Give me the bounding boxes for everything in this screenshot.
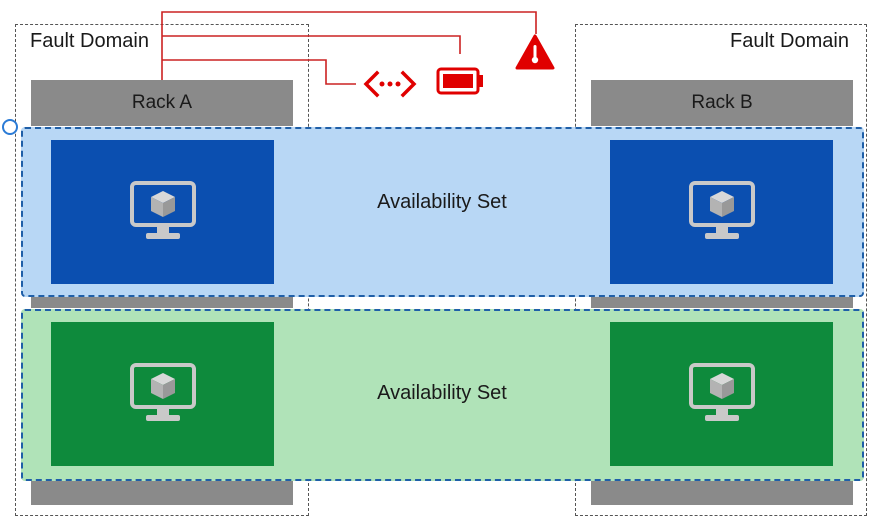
vm-blue-right	[610, 140, 833, 284]
rack-b-strip-middle	[591, 297, 853, 308]
virtual-machine-icon	[129, 363, 196, 421]
vm-green-right	[610, 322, 833, 466]
rack-a: Rack A	[31, 80, 293, 126]
virtual-machine-icon	[129, 181, 196, 239]
rack-b: Rack B	[591, 80, 853, 126]
virtual-machine-icon	[688, 181, 755, 239]
rack-b-label: Rack B	[691, 92, 753, 113]
rack-b-strip-bottom	[591, 481, 853, 505]
connector-to-battery	[162, 35, 461, 54]
rack-a-label: Rack A	[131, 92, 193, 113]
availability-set-blue-label: Availability Set	[377, 191, 507, 213]
connector-to-warning	[161, 11, 537, 80]
fault-domain-left-label: Fault Domain	[30, 30, 149, 52]
battery-icon	[436, 67, 483, 95]
selection-handle[interactable]	[2, 119, 18, 135]
network-connection-icon	[363, 70, 417, 98]
connector-to-network	[162, 59, 356, 85]
vm-green-left	[51, 322, 274, 466]
virtual-machine-icon	[688, 363, 755, 421]
availability-set-green-label: Availability Set	[377, 382, 507, 404]
warning-temperature-icon	[515, 34, 555, 70]
vm-blue-left	[51, 140, 274, 284]
fault-domain-right-label: Fault Domain	[730, 30, 849, 52]
rack-a-strip-bottom	[31, 481, 293, 505]
rack-a-strip-middle	[31, 297, 293, 308]
